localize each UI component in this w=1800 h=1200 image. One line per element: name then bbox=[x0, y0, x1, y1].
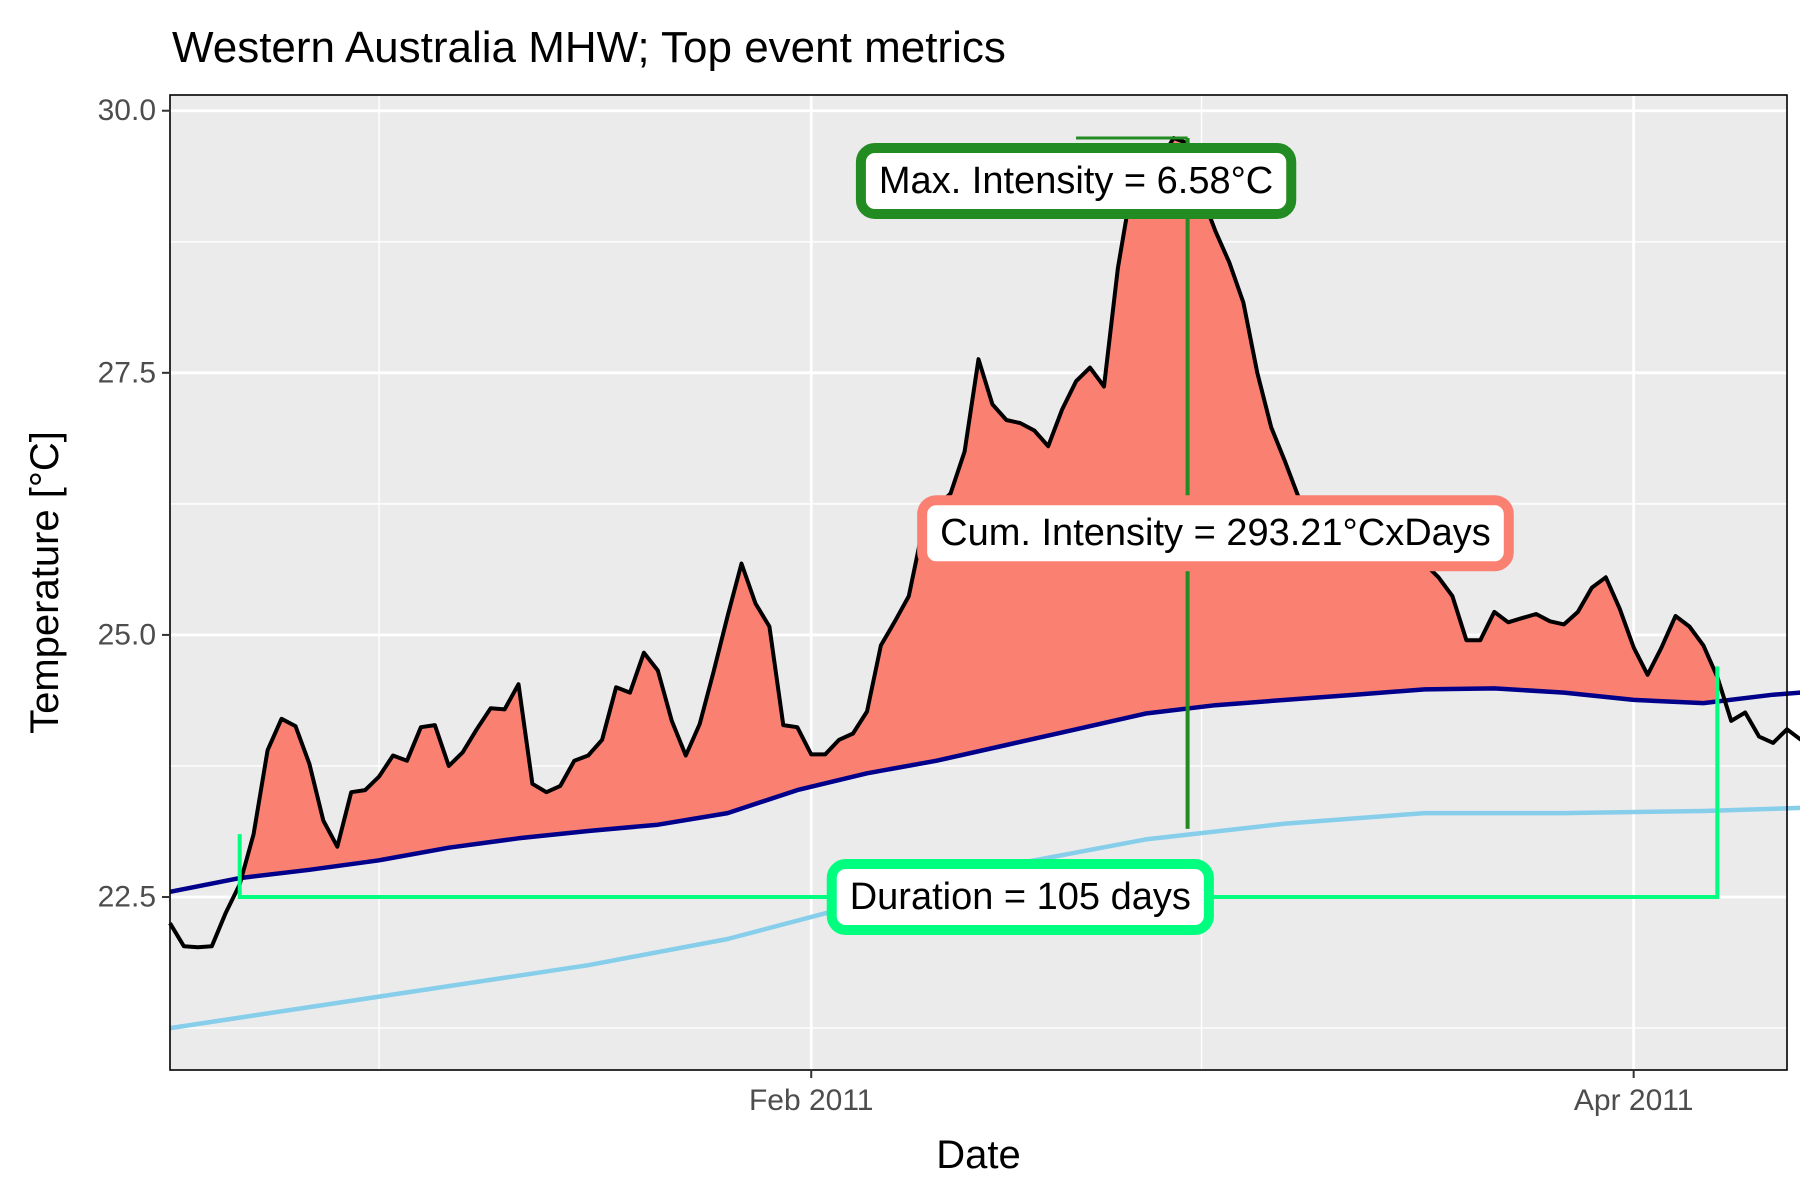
cum-intensity-label-box bbox=[917, 495, 1514, 572]
cum-intensity-label-text: Cum. Intensity = 293.21°CxDays bbox=[940, 512, 1491, 554]
x-axis-title: Date bbox=[936, 1133, 1021, 1177]
plot-border bbox=[169, 94, 1788, 1071]
max-intensity-label-text: Max. Intensity = 6.58°C bbox=[879, 160, 1273, 202]
y-axis: 22.5 25.0 27.5 30.0 bbox=[98, 94, 170, 914]
cum-intensity-label: Cum. Intensity = 293.21°CxDays bbox=[917, 495, 1514, 572]
duration-label: Duration = 105 days bbox=[826, 859, 1214, 936]
chart-title: Western Australia MHW; Top event metrics bbox=[172, 23, 1006, 72]
threshold-line bbox=[169, 686, 1800, 895]
y-tick-label: 30.0 bbox=[98, 94, 156, 127]
duration-label-text: Duration = 105 days bbox=[850, 876, 1191, 918]
x-tick-label: Apr 2011 bbox=[1574, 1084, 1694, 1117]
max-intensity-label-box bbox=[855, 142, 1297, 219]
annotations: Max. Intensity = 6.58°C Cum. Intensity = … bbox=[237, 136, 1720, 936]
y-tick-label: 27.5 bbox=[98, 356, 156, 389]
temperature-line bbox=[168, 136, 1800, 950]
duration-label-box bbox=[826, 859, 1214, 936]
y-tick-label: 25.0 bbox=[98, 618, 156, 651]
x-axis: Feb 2011 Apr 2011 bbox=[749, 1070, 1693, 1117]
y-tick-label: 22.5 bbox=[98, 881, 156, 914]
max-intensity-label: Max. Intensity = 6.58°C bbox=[855, 142, 1297, 219]
x-tick-label: Feb 2011 bbox=[749, 1084, 874, 1117]
y-axis-title: Temperature [°C] bbox=[23, 431, 67, 734]
